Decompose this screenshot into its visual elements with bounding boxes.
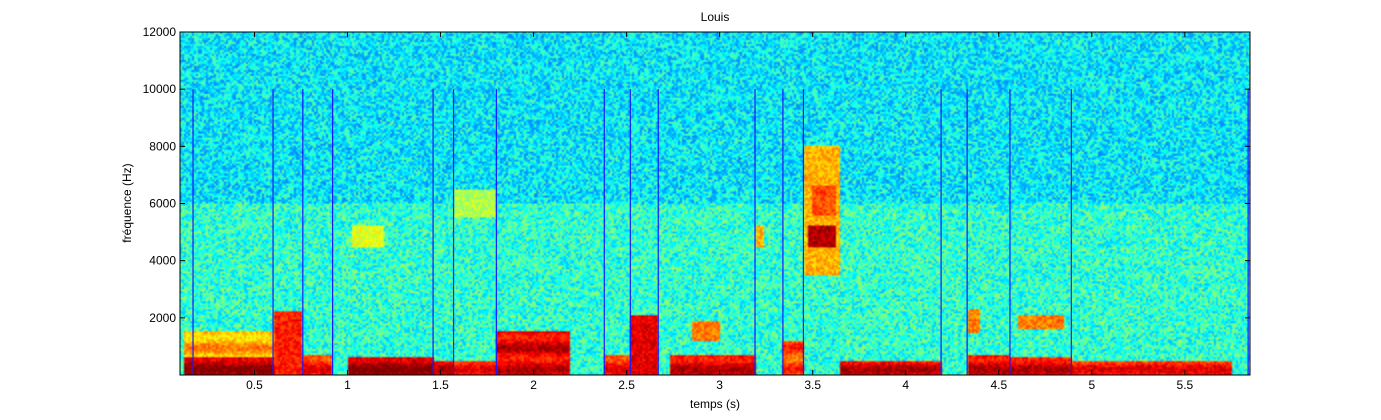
y-tick-label: 10000 xyxy=(143,82,177,96)
spectrogram-image xyxy=(180,32,1250,375)
y-tick-label: 2000 xyxy=(149,311,176,325)
x-tick-label: 1.5 xyxy=(432,378,449,392)
y-tick-label: 8000 xyxy=(149,139,176,153)
segment-boundary-lines xyxy=(192,89,1249,375)
plot-area xyxy=(180,32,1250,375)
x-tick-label: 3 xyxy=(716,378,723,392)
y-tick-label: 6000 xyxy=(149,197,176,211)
y-axis-label: fréquence (Hz) xyxy=(120,163,134,242)
x-tick-label: 4.5 xyxy=(990,378,1007,392)
x-tick-label: 2.5 xyxy=(618,378,635,392)
y-tick-label: 12000 xyxy=(143,25,177,39)
x-tick-label: 2 xyxy=(530,378,537,392)
x-tick-label: 1 xyxy=(344,378,351,392)
x-axis-ticks: 0.5 1 1.5 2 2.5 3 3.5 4 4.5 5 5.5 xyxy=(246,32,1194,392)
x-axis-label: temps (s) xyxy=(690,397,740,411)
x-tick-label: 4 xyxy=(902,378,909,392)
x-tick-label: 3.5 xyxy=(804,378,821,392)
chart-title: Louis xyxy=(701,10,730,24)
y-axis-ticks: 2000 4000 6000 8000 10000 12000 xyxy=(143,25,1250,325)
x-tick-label: 5.5 xyxy=(1177,378,1194,392)
y-tick-label: 4000 xyxy=(149,254,176,268)
x-tick-label: 5 xyxy=(1088,378,1095,392)
x-tick-label: 0.5 xyxy=(246,378,263,392)
